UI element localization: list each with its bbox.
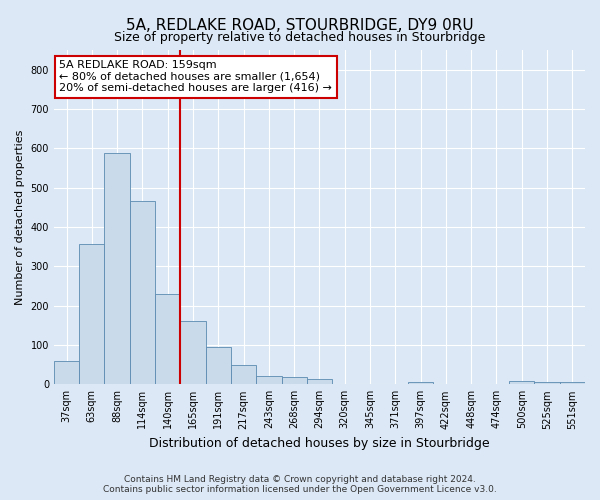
Text: 5A, REDLAKE ROAD, STOURBRIDGE, DY9 0RU: 5A, REDLAKE ROAD, STOURBRIDGE, DY9 0RU	[126, 18, 474, 32]
Bar	[231, 366, 256, 384]
Bar	[130, 200, 155, 384]
Text: 5A REDLAKE ROAD: 159sqm
← 80% of detached houses are smaller (1,654)
20% of semi: 5A REDLAKE ROAD: 159sqm ← 80% of detache…	[59, 60, 332, 93]
Y-axis label: Number of detached properties: Number of detached properties	[15, 130, 25, 305]
Bar	[181, 322, 206, 384]
Bar	[408, 382, 433, 384]
Bar	[155, 294, 181, 384]
Bar	[54, 360, 79, 384]
Text: Size of property relative to detached houses in Stourbridge: Size of property relative to detached ho…	[115, 31, 485, 44]
Bar	[509, 381, 535, 384]
Bar	[535, 382, 560, 384]
Text: Contains HM Land Registry data © Crown copyright and database right 2024.
Contai: Contains HM Land Registry data © Crown c…	[103, 474, 497, 494]
Bar	[307, 379, 332, 384]
Bar	[79, 244, 104, 384]
X-axis label: Distribution of detached houses by size in Stourbridge: Distribution of detached houses by size …	[149, 437, 490, 450]
Bar	[104, 153, 130, 384]
Bar	[560, 382, 585, 384]
Bar	[281, 377, 307, 384]
Bar	[206, 347, 231, 385]
Bar	[256, 376, 281, 384]
